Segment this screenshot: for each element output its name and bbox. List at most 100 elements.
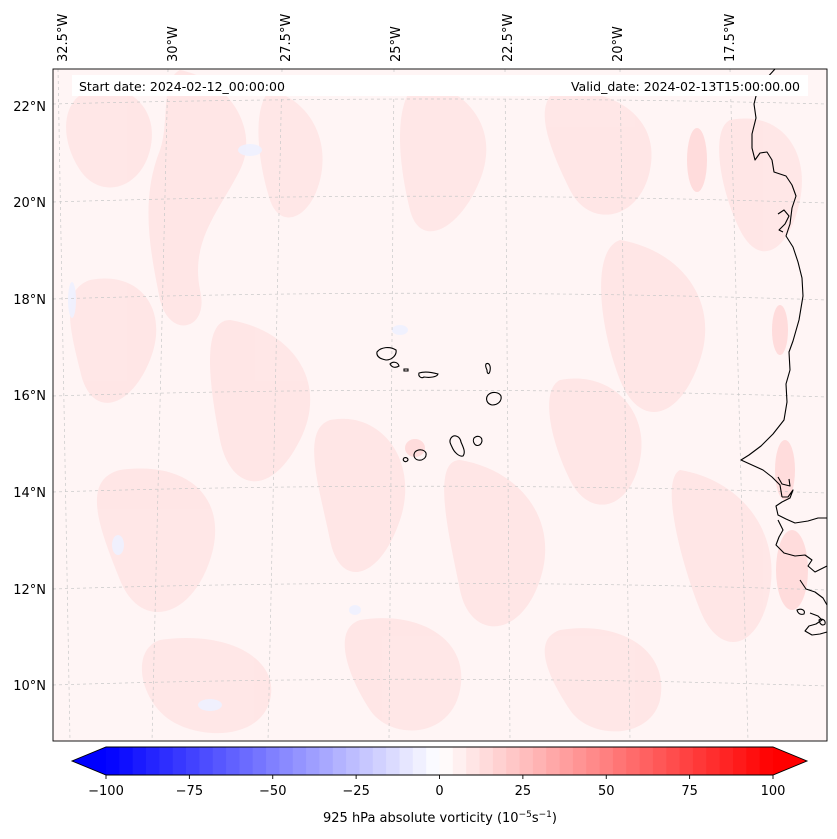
colorbar-label: 925 hPa absolute vorticity (10−5s−1) [323, 810, 557, 826]
colorbar-cell [572, 747, 587, 775]
colorbar-cell [119, 747, 134, 775]
colorbar-tick-label: −100 [88, 784, 124, 799]
parallel-18n [53, 292, 827, 301]
lon-label-17-5w: 17.5°W [723, 14, 738, 62]
colorbar-color-cells [106, 747, 774, 775]
colorbar-cell [386, 747, 401, 775]
colorbar-cell [372, 747, 387, 775]
colorbar-min-extension [72, 747, 106, 775]
colorbar-tick-label: 0 [435, 784, 443, 799]
colorbar-cell [159, 747, 174, 775]
island-sherbro [818, 618, 826, 626]
meridian-25w [388, 69, 395, 741]
vorticity-positive-patches [66, 70, 802, 734]
colorbar-cell [479, 747, 494, 775]
header-text-box [72, 75, 808, 96]
parallel-22n [53, 98, 827, 105]
lon-label-20w: 20°W [611, 26, 626, 62]
african-coastline [740, 68, 828, 636]
colorbar-cell [319, 747, 334, 775]
colorbar-cell [626, 747, 641, 775]
colorbar-cell [692, 747, 707, 775]
colorbar-cell [679, 747, 694, 775]
island-brava [402, 457, 409, 463]
colorbar-cell [226, 747, 240, 775]
colorbar-cell [506, 747, 521, 775]
colorbar-cell [492, 747, 507, 775]
lat-label-14n: 14°N [13, 486, 46, 501]
colorbar-label-exp2: −1 [539, 810, 552, 820]
lat-label-20n: 20°N [13, 196, 46, 211]
colorbar-cell [399, 747, 414, 775]
lat-label-18n: 18°N [13, 293, 46, 308]
island-sao-nicolau [418, 371, 439, 379]
colorbar-label-prefix: 925 hPa absolute vorticity (10 [323, 811, 519, 826]
island-santa-luzia [403, 368, 409, 372]
parallel-14n [53, 485, 827, 494]
valid-date-label: Valid_date: 2024-02-13T15:00:00.00 [571, 79, 800, 94]
colorbar: −100 −75 −50 −25 0 25 50 75 100 925 hPa absolute… [70, 746, 809, 826]
colorbar-cell [412, 747, 427, 775]
colorbar-cell [146, 747, 160, 775]
coastline-guinea-bissau [775, 519, 828, 573]
island-bubaque [796, 608, 805, 615]
colorbar-ticks: −100 −75 −50 −25 0 25 50 75 100 [88, 775, 785, 799]
lon-label-32-5w: 32.5°W [56, 14, 71, 62]
colorbar-cell [279, 747, 294, 775]
meridian-32-5w [57, 69, 71, 741]
colorbar-label-suffix: ) [552, 811, 557, 826]
meridian-22-5w [504, 69, 511, 741]
colorbar-tick-label: 25 [515, 784, 532, 799]
colorbar-cell [759, 747, 774, 775]
colorbar-cell [746, 747, 761, 775]
colorbar-cell [199, 747, 214, 775]
colorbar-cell [332, 747, 347, 775]
island-maio [472, 435, 483, 446]
meridian-30w [151, 69, 169, 741]
parallel-10n [53, 678, 827, 687]
colorbar-cell [346, 747, 361, 775]
coastline-banc-arguin [777, 209, 790, 233]
vorticity-negative-patches [68, 144, 408, 711]
colorbar-cell [546, 747, 561, 775]
colorbar-cell [452, 747, 467, 775]
colorbar-max-extension [773, 747, 807, 775]
parallel-16n [53, 389, 827, 398]
colorbar-tick-label: 75 [681, 784, 698, 799]
island-santo-antao [376, 347, 397, 361]
latitude-labels: 22°N 20°N 18°N 16°N 14°N 12°N 10°N [13, 100, 46, 694]
island-boa-vista [486, 391, 502, 406]
colorbar-cell [719, 747, 734, 775]
colorbar-cell [466, 747, 481, 775]
colorbar-cell [439, 747, 454, 775]
colorbar-cell [532, 747, 547, 775]
colorbar-cell [212, 747, 227, 775]
cape-verde-islands [376, 347, 502, 463]
meridian-17-5w [729, 69, 749, 741]
lon-label-30w: 30°W [166, 26, 181, 62]
colorbar-cell [292, 747, 307, 775]
colorbar-tick-label: −75 [176, 784, 203, 799]
colorbar-cell [106, 747, 120, 775]
lat-label-10n: 10°N [13, 679, 46, 694]
lat-label-22n: 22°N [13, 100, 46, 115]
colorbar-cell [666, 747, 681, 775]
gridlines [53, 69, 827, 741]
colorbar-cell [612, 747, 627, 775]
colorbar-label-exp1: −5 [519, 810, 532, 820]
coastline-guinea [799, 579, 828, 606]
colorbar-label-mid: s [532, 811, 539, 826]
map-frame [52, 68, 828, 742]
colorbar-cell [586, 747, 601, 775]
colorbar-cell [359, 747, 374, 775]
island-fogo [413, 449, 427, 461]
colorbar-cell [306, 747, 321, 775]
colorbar-cell [186, 747, 200, 775]
lon-label-22-5w: 22.5°W [501, 14, 516, 62]
coastline-western-sahara-mauritania-senegal [740, 68, 804, 498]
parallel-20n [53, 195, 827, 204]
parallel-12n [53, 582, 827, 591]
colorbar-tick-label: −50 [259, 784, 286, 799]
meridian-20w [619, 69, 631, 741]
coastline-dakar-peninsula [777, 476, 791, 487]
